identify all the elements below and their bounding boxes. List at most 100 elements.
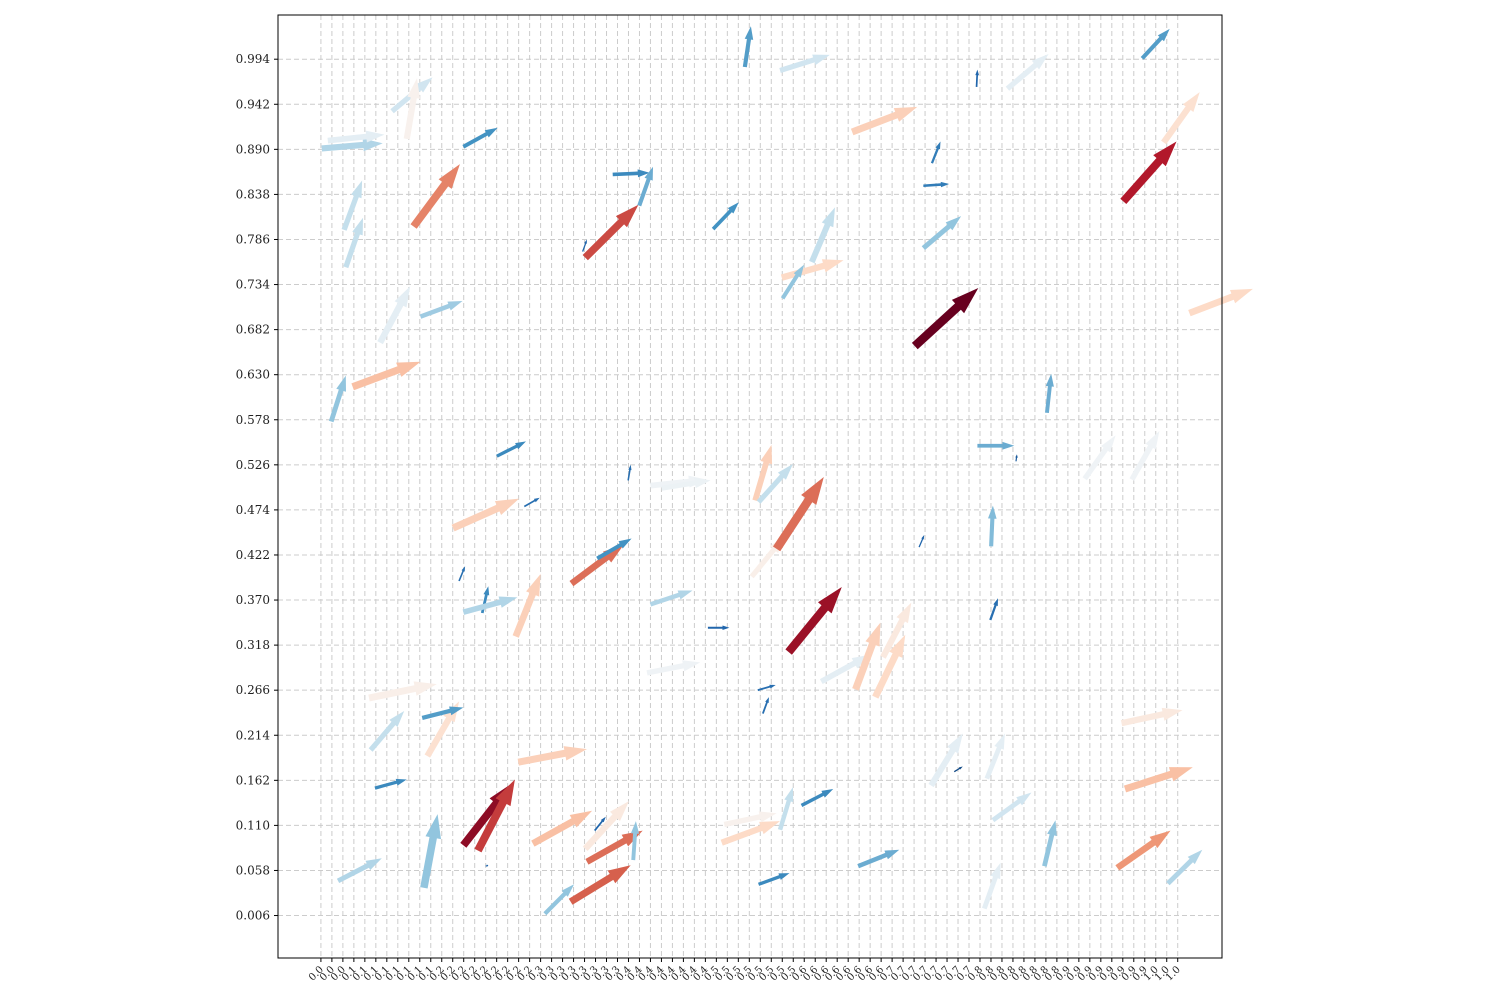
quiver-arrow [780, 264, 805, 300]
quiver-arrow [368, 711, 405, 752]
quiver-arrow [1123, 767, 1193, 793]
quiver-arrow [327, 130, 385, 144]
quiver-arrow [800, 789, 834, 807]
quiver-arrow [1042, 820, 1057, 867]
quiver-arrow [582, 204, 639, 261]
quiver-arrow [758, 873, 790, 886]
quiver-arrow [850, 106, 918, 136]
quiver-arrow [336, 858, 382, 883]
quiver-arrow [377, 286, 411, 345]
quiver-arrow [351, 361, 421, 391]
quiver-arrow [462, 596, 518, 615]
arrows [321, 26, 1253, 916]
quiver-arrow [451, 498, 520, 532]
quiver-arrow [637, 166, 653, 207]
quiver-arrow [921, 216, 962, 250]
y-axis-ticks: 0.006 0.058 0.110 0.162 0.214 0.266 0.318 0.370… [236, 52, 278, 923]
quiver-arrow [661, 477, 711, 491]
y-tick-label: 0.942 [236, 97, 270, 111]
y-tick-label: 0.058 [236, 863, 270, 877]
quiver-arrow [368, 681, 437, 702]
quiver-arrow [756, 464, 793, 504]
quiver-arrow [773, 477, 824, 552]
quiver-arrow [857, 849, 900, 869]
quiver-arrow [711, 202, 739, 231]
quiver-arrow [424, 701, 460, 758]
quiver-arrow [419, 301, 463, 319]
grid-lines [278, 15, 1222, 958]
quiver-arrow [852, 622, 881, 691]
quiver-arrow [421, 706, 464, 720]
y-tick-label: 0.422 [236, 548, 270, 562]
quiver-arrow [496, 441, 526, 458]
quiver-arrow [762, 697, 769, 714]
y-tick-label: 0.838 [236, 187, 270, 201]
quiver-arrow [989, 598, 998, 621]
quiver-arrow [543, 884, 575, 916]
quiver-arrow [474, 779, 515, 853]
quiver-arrow [872, 634, 906, 699]
quiver-arrow [930, 141, 941, 164]
quiver-arrow [374, 778, 407, 790]
quiver-arrow [779, 54, 830, 73]
quiver-arrow [742, 26, 754, 68]
y-tick-label: 0.630 [236, 368, 270, 382]
y-tick-label: 0.734 [236, 278, 271, 292]
y-tick-label: 0.110 [236, 818, 270, 832]
quiver-arrow [531, 810, 593, 847]
quiver-arrow [568, 865, 631, 905]
y-tick-label: 0.786 [236, 232, 270, 246]
quiver-arrow [928, 733, 963, 788]
quiver-arrow [523, 497, 540, 508]
quiver-arrow [343, 217, 363, 269]
quiver-arrow [328, 375, 346, 423]
quiver-arrow [1161, 92, 1200, 145]
quiver-arrow [1115, 830, 1171, 871]
quiver-arrow [420, 814, 441, 889]
y-tick-label: 0.526 [236, 458, 270, 472]
y-tick-label: 0.578 [236, 413, 270, 427]
y-tick-label: 0.318 [236, 638, 270, 652]
quiver-arrow [777, 787, 794, 831]
y-tick-label: 0.994 [236, 52, 271, 66]
quiver-arrow [984, 733, 1005, 780]
y-tick-label: 0.890 [236, 142, 270, 156]
quiver-arrow [991, 792, 1032, 823]
quiver-arrow [982, 862, 1001, 910]
quiver-arrow [1120, 707, 1183, 727]
quiver-arrow [1120, 141, 1177, 204]
quiver-arrow [582, 801, 629, 851]
quiver-arrow [880, 602, 912, 659]
quiver-arrow [707, 625, 730, 630]
quiver-arrow [911, 288, 979, 350]
y-tick-label: 0.162 [236, 773, 270, 787]
quiver-arrow [923, 181, 950, 188]
quiver-arrow [918, 535, 925, 548]
quiver-arrow [585, 830, 643, 865]
quiver-arrow [720, 821, 780, 846]
y-tick-label: 0.474 [236, 503, 271, 517]
y-tick-label: 0.214 [236, 728, 271, 742]
quiver-arrow [1005, 54, 1049, 91]
quiver-arrow [785, 587, 842, 655]
quiver-arrow [410, 164, 460, 229]
y-tick-label: 0.682 [236, 323, 270, 337]
quiver-arrow [630, 821, 640, 861]
quiver-arrow [596, 538, 632, 561]
quiver-arrow [809, 207, 835, 264]
quiver-arrow [1188, 288, 1253, 317]
quiver-arrow [649, 590, 693, 607]
quiver-arrow [1015, 454, 1018, 462]
y-tick-label: 0.006 [236, 909, 270, 923]
quiver-arrow [1166, 849, 1203, 886]
quiver-arrow [341, 180, 363, 231]
quiver-arrow [1082, 435, 1116, 481]
quiver-arrow [512, 574, 541, 638]
quiver-arrow [594, 816, 606, 832]
quiver-arrow [517, 746, 587, 766]
quiver-arrow [819, 654, 871, 684]
quiver-arrow [757, 684, 776, 692]
quiver-arrow [646, 660, 701, 676]
y-tick-label: 0.370 [236, 593, 270, 607]
